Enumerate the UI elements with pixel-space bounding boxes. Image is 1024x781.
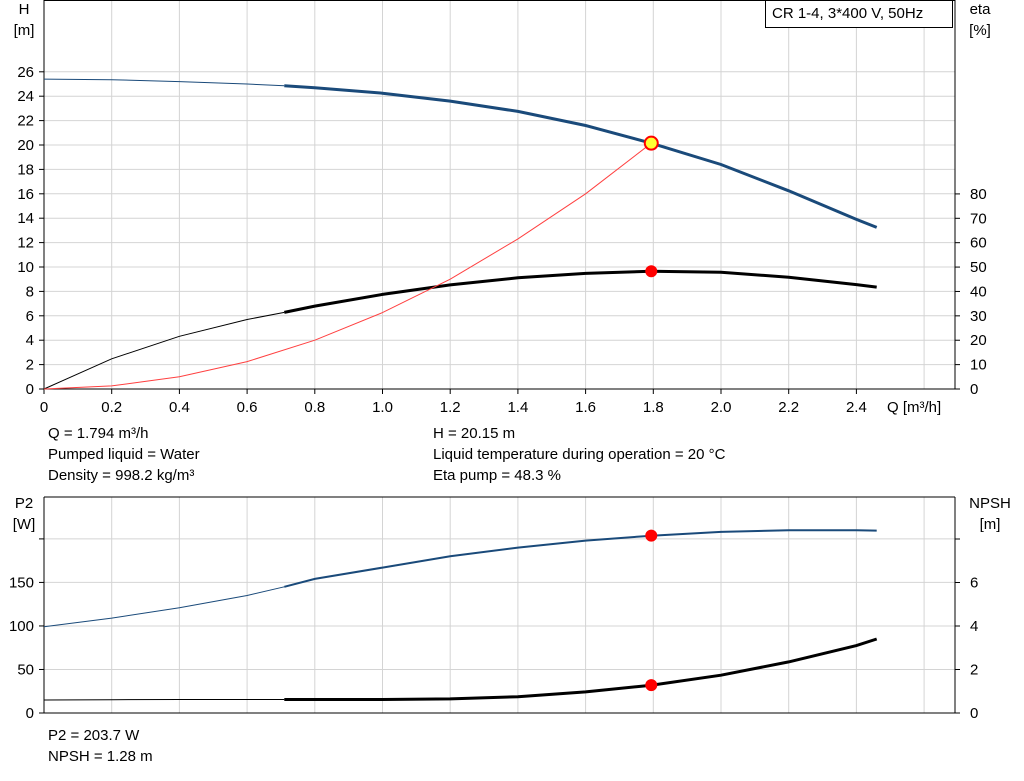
info-top-right: H = 20.15 m Liquid temperature during op… xyxy=(433,423,725,486)
left-tick-label: 24 xyxy=(17,88,34,105)
left-tick-label: 20 xyxy=(17,137,34,154)
x-tick-label: 0.6 xyxy=(237,399,258,416)
eta-curve-thin xyxy=(43,311,285,390)
info-top-left: Q = 1.794 m³/h Pumped liquid = Water Den… xyxy=(48,423,200,486)
x-tick-label: 1.6 xyxy=(575,399,596,416)
x-tick-label: 1.2 xyxy=(440,399,461,416)
top-ylabel-line1: H xyxy=(19,1,30,18)
x-tick-label: 1.4 xyxy=(507,399,528,416)
bottom-chart-tick-labels: 0 50 100 150 0 2 4 6 xyxy=(9,574,978,722)
left-tick-label: 0 xyxy=(26,381,34,398)
bottom-ylabel-right-line2: [m] xyxy=(980,516,1001,533)
left-tick-label: 26 xyxy=(17,64,34,81)
head-curve-thin xyxy=(43,78,285,87)
left-tick-label: 4 xyxy=(26,332,34,349)
right-tick-label: 6 xyxy=(970,575,978,592)
right-tick-label: 40 xyxy=(970,283,987,300)
npsh-value: NPSH = 1.28 m xyxy=(48,748,153,765)
right-tick-label: 60 xyxy=(970,235,987,252)
right-tick-label: 50 xyxy=(970,259,987,276)
system-curve-line xyxy=(43,142,652,390)
left-tick-label: 6 xyxy=(26,308,34,325)
top-ylabel-right-line1: eta xyxy=(970,1,992,18)
left-tick-label: 14 xyxy=(17,210,34,227)
bottom-chart-grid xyxy=(44,497,955,713)
eta-pump-value: Eta pump = 48.3 % xyxy=(433,467,561,484)
bottom-chart-series xyxy=(43,529,878,701)
pumped-liquid: Pumped liquid = Water xyxy=(48,446,200,463)
info-bottom-left: P2 = 203.7 W NPSH = 1.28 m xyxy=(48,725,153,767)
left-tick-label: 22 xyxy=(17,113,34,130)
bottom-ylabel-line2: [W] xyxy=(13,516,36,533)
right-tick-label: 0 xyxy=(970,381,978,398)
density-value: Density = 998.2 kg/m³ xyxy=(48,467,195,484)
pump-model-label: CR 1-4, 3*400 V, 50Hz xyxy=(765,0,953,28)
x-tick-label: 2.4 xyxy=(846,399,867,416)
duty-point xyxy=(645,265,658,278)
top-xlabel: Q [m³/h] xyxy=(887,399,941,416)
head-value: H = 20.15 m xyxy=(433,425,516,442)
left-tick-label: 18 xyxy=(17,161,34,178)
left-tick-label: 2 xyxy=(26,357,34,374)
p2-value: P2 = 203.7 W xyxy=(48,727,140,744)
right-tick-label: 80 xyxy=(970,186,987,203)
bottom-ylabel-line1: P2 xyxy=(15,495,33,512)
npsh-curve-line xyxy=(284,637,878,701)
right-tick-label: 0 xyxy=(970,705,978,722)
liquid-temperature: Liquid temperature during operation = 20… xyxy=(433,446,726,463)
x-tick-label: 2.0 xyxy=(711,399,732,416)
left-tick-label: 8 xyxy=(26,283,34,300)
left-tick-label: 12 xyxy=(17,235,34,252)
left-tick-label: 100 xyxy=(9,618,34,635)
duty-point xyxy=(645,529,658,542)
flow-value: Q = 1.794 m³/h xyxy=(48,425,149,442)
x-tick-label: 2.2 xyxy=(778,399,799,416)
top-ylabel-line2: [m] xyxy=(14,22,35,39)
left-tick-label: 0 xyxy=(26,705,34,722)
right-tick-label: 70 xyxy=(970,210,987,227)
npsh-curve-thin xyxy=(43,699,285,701)
x-tick-label: 0 xyxy=(40,399,48,416)
bottom-chart-axes xyxy=(39,496,960,714)
left-tick-label: 50 xyxy=(17,661,34,678)
duty-point-head xyxy=(643,135,659,151)
x-tick-label: 0.2 xyxy=(101,399,122,416)
x-tick-label: 1.8 xyxy=(643,399,664,416)
top-chart-series xyxy=(43,78,878,390)
eta-curve-line xyxy=(283,269,877,314)
right-tick-label: 2 xyxy=(970,662,978,679)
top-chart-axes xyxy=(39,0,960,394)
x-tick-label: 0.4 xyxy=(169,399,190,416)
left-tick-label: 150 xyxy=(9,574,34,591)
right-tick-label: 4 xyxy=(970,618,978,635)
left-tick-label: 16 xyxy=(17,186,34,203)
duty-point xyxy=(645,679,658,692)
right-tick-label: 30 xyxy=(970,308,987,325)
right-tick-label: 20 xyxy=(970,332,987,349)
top-chart-tick-labels: 0246810121416182022242601020304050607080… xyxy=(17,64,986,416)
top-ylabel-right-line2: [%] xyxy=(969,22,991,39)
top-chart-grid xyxy=(44,0,955,389)
x-tick-label: 1.0 xyxy=(372,399,393,416)
p2-curve-thin xyxy=(43,586,285,628)
right-tick-label: 10 xyxy=(970,357,987,374)
x-tick-label: 0.8 xyxy=(304,399,325,416)
left-tick-label: 10 xyxy=(17,259,34,276)
p2-curve-line xyxy=(284,529,877,588)
bottom-ylabel-right-line1: NPSH xyxy=(969,495,1011,512)
head-curve-line xyxy=(284,84,878,229)
